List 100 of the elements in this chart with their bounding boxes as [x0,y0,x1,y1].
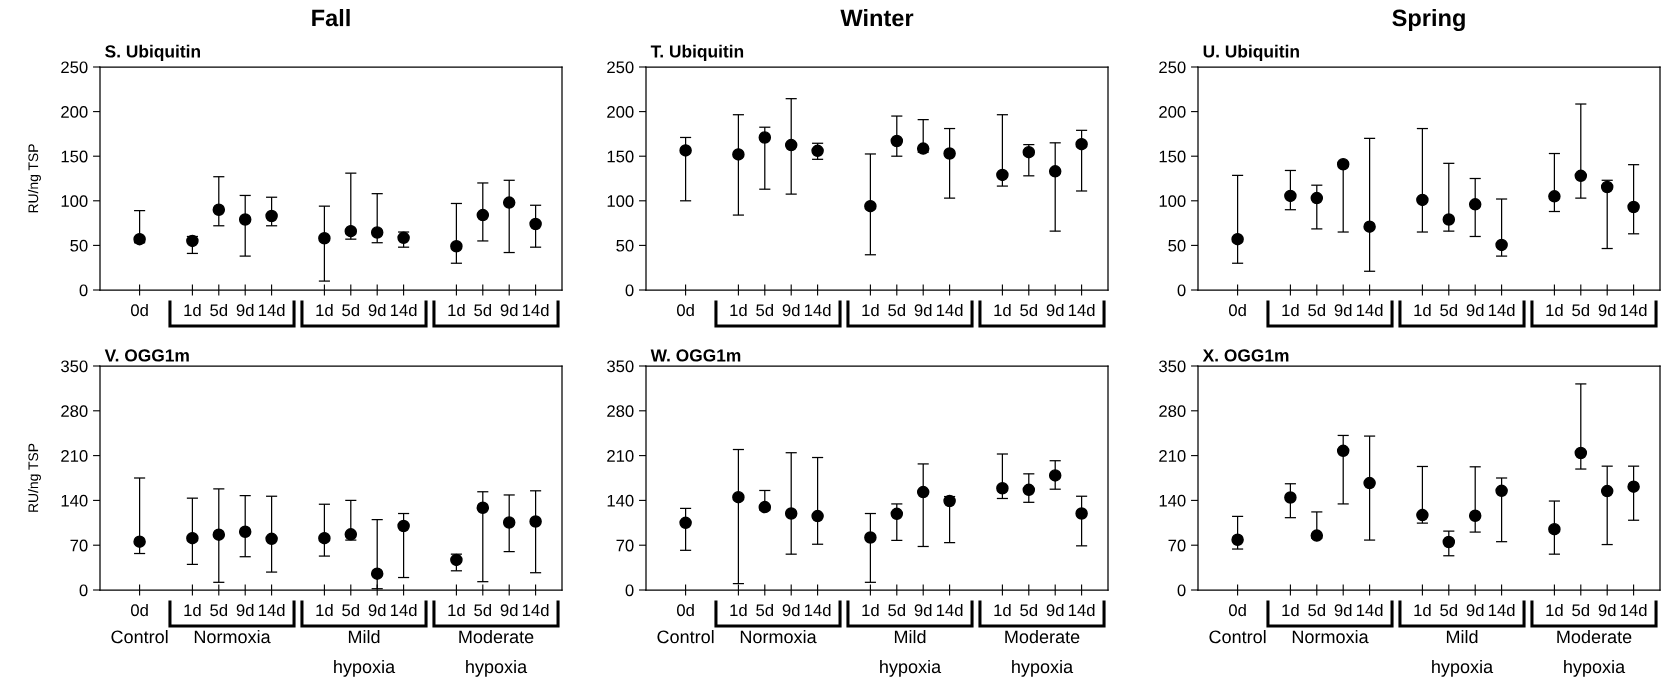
x-tick-label: 1d [1546,303,1563,317]
y-tick-label: 200 [1159,106,1186,118]
point [864,531,877,544]
point [679,144,692,157]
x-tick-label: 9d [782,303,800,317]
point [732,490,745,504]
y-tick-label: 50 [616,239,634,252]
point [890,134,904,148]
x-tick-label: 0d [1228,603,1246,617]
point [397,519,410,533]
x-tick-label: 14d [804,603,831,617]
y-tick-label: 0 [1177,584,1186,597]
point [1442,213,1456,226]
point [1310,529,1324,542]
text: Control [1209,630,1266,644]
x-tick-label: 9d [914,603,932,617]
x-tick-label: 5d [210,303,227,317]
y-tick-label: 350 [607,360,634,373]
y-axis-title: RU/ng TSP [28,443,41,512]
x-tick-label: 0d [130,603,148,617]
point [450,553,463,567]
chart-subtitle: U. Ubiquitin [1203,44,1299,61]
y-tick-label: 70 [616,539,634,552]
point [784,507,798,520]
point [1336,444,1350,458]
y-tick-label: 0 [79,584,88,597]
point [370,226,384,239]
point [450,240,463,253]
point [1627,200,1640,214]
y-tick-label: 50 [70,239,88,252]
point [1600,484,1614,498]
x-tick-label: 9d [1334,303,1352,317]
x-tick-label: 14d [1620,603,1647,617]
point [318,531,331,545]
x-tick-label: 5d [342,303,359,317]
y-tick-label: 280 [1159,405,1186,417]
point [1416,508,1429,522]
point [811,509,824,523]
x-tick-label: 5d [888,603,905,617]
x-tick-label: 5d [1440,303,1457,317]
x-tick-label: 5d [474,603,491,617]
y-axis-title: RU/ng TSP [28,144,41,213]
point [758,131,772,144]
x-tick-label: 9d [1466,603,1484,617]
x-tick-label: 1d [184,603,201,617]
x-tick-label: 9d [500,603,518,617]
chart-title: X. OGG1m [1202,349,1289,362]
text: Control [111,630,168,644]
x-tick-label: 1d [862,303,879,317]
point [864,199,877,213]
point [732,148,745,161]
y-tick-label: 140 [1159,494,1186,507]
x-tick-label: 9d [1598,603,1616,617]
x-tick-label: 5d [342,603,359,617]
chart-subtitle: T. Ubiquitin [650,44,744,61]
x-tick-label: 9d [368,603,386,617]
x-tick-label: 1d [1414,303,1431,317]
point [318,232,331,245]
point [679,516,692,530]
x-tick-label: 14d [522,303,549,317]
chart-title: Winter [840,9,914,27]
point [1416,193,1429,207]
text: Mild hypoxia [880,630,942,677]
y-tick-label: 100 [61,195,88,207]
point [265,209,278,223]
point [1468,509,1482,523]
point [1022,483,1036,497]
x-tick-label: 5d [1572,303,1589,317]
x-tick-label: 1d [730,303,747,317]
x-tick-label: 9d [236,603,254,617]
y-tick-label: 140 [61,494,88,507]
y-tick-label: 250 [61,61,88,74]
point [1310,191,1324,205]
x-tick-label: 9d [368,303,386,317]
x-tick-label: 14d [1068,303,1095,317]
y-tick-label: 280 [607,405,634,417]
x-tick-label: 14d [390,303,417,317]
chart-title: Fall [312,9,350,27]
x-tick-label: 5d [888,303,905,317]
x-tick-label: 1d [994,603,1011,617]
point [943,494,956,508]
x-tick-label: 5d [210,603,227,617]
chart-title: W. OGG1m [650,349,741,362]
point [1600,180,1614,194]
x-tick-label: 14d [1488,303,1515,317]
point [1495,238,1508,252]
point [476,208,490,222]
x-tick-label: 5d [1440,603,1457,617]
point [238,525,252,539]
x-tick-label: 9d [1598,303,1616,317]
point [502,196,516,209]
x-tick-label: 0d [1228,303,1246,317]
point [370,567,384,580]
point [212,203,226,216]
y-tick-label: 0 [79,284,88,297]
text: Mild hypoxia [1432,630,1494,677]
point [344,528,358,541]
y-tick-label: 70 [70,539,88,552]
x-tick-label: 9d [1466,303,1484,317]
point [1075,507,1088,520]
